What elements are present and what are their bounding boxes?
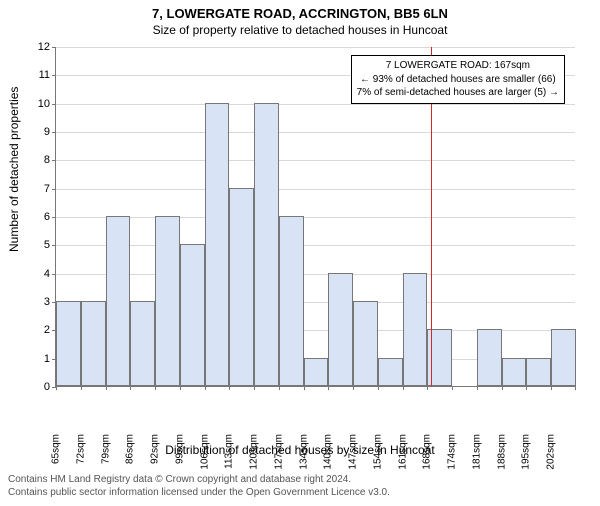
x-tick-label: 99sqm [174,434,185,464]
y-tick-label: 2 [44,324,56,336]
footer-line-1: Contains HM Land Registry data © Crown c… [8,473,592,486]
y-tick-label: 11 [39,69,56,81]
x-tick-mark [180,386,181,390]
x-tick-mark [353,386,354,390]
y-tick-label: 7 [44,183,56,195]
y-tick-label: 6 [44,211,56,223]
y-tick-label: 1 [44,353,56,365]
y-tick-label: 0 [44,381,56,393]
x-tick-mark [551,386,552,390]
x-tick-label: 188sqm [496,434,507,470]
x-tick-label: 72sqm [75,434,86,464]
y-tick-label: 8 [44,154,56,166]
x-tick-label: 86sqm [125,434,136,464]
x-tick-mark [130,386,131,390]
x-tick-label: 181sqm [471,434,482,470]
x-tick-label: 106sqm [199,434,210,470]
x-tick-mark [205,386,206,390]
y-tick-label: 3 [44,296,56,308]
chart-title-main: 7, LOWERGATE ROAD, ACCRINGTON, BB5 6LN [0,6,600,21]
histogram-bar [526,358,551,386]
plot-area: 7 LOWERGATE ROAD: 167sqm← 93% of detache… [55,47,575,387]
histogram-bar [56,301,81,386]
histogram-bar [81,301,106,386]
histogram-bar [229,188,254,386]
x-tick-mark [477,386,478,390]
histogram-bar [205,103,230,386]
x-tick-label: 154sqm [372,434,383,470]
x-tick-mark [56,386,57,390]
annotation-box: 7 LOWERGATE ROAD: 167sqm← 93% of detache… [351,55,565,104]
histogram-bar [378,358,403,386]
histogram-bar [551,329,576,386]
x-tick-mark [575,386,576,390]
x-tick-mark [378,386,379,390]
x-tick-label: 92sqm [150,434,161,464]
x-tick-label: 134sqm [298,434,309,470]
histogram-bar [502,358,527,386]
x-tick-mark [81,386,82,390]
chart-area: 7 LOWERGATE ROAD: 167sqm← 93% of detache… [55,47,575,387]
histogram-bar [254,103,279,386]
y-tick-label: 12 [38,41,56,53]
histogram-bar [403,273,428,386]
x-tick-label: 79sqm [100,434,111,464]
histogram-bar [353,301,378,386]
annotation-line: 7% of semi-detached houses are larger (5… [357,86,559,100]
histogram-bar [328,273,353,386]
annotation-line: 7 LOWERGATE ROAD: 167sqm [357,59,559,73]
footer-line-2: Contains public sector information licen… [8,486,592,499]
x-tick-mark [502,386,503,390]
x-tick-mark [452,386,453,390]
histogram-bar [304,358,329,386]
x-tick-mark [304,386,305,390]
x-tick-mark [328,386,329,390]
x-tick-mark [155,386,156,390]
x-tick-label: 168sqm [422,434,433,470]
x-tick-label: 65sqm [51,434,62,464]
x-tick-mark [403,386,404,390]
y-tick-label: 5 [44,239,56,251]
chart-title-sub: Size of property relative to detached ho… [0,23,600,37]
x-tick-label: 161sqm [397,434,408,470]
x-tick-label: 140sqm [323,434,334,470]
x-tick-mark [106,386,107,390]
x-tick-label: 120sqm [249,434,260,470]
histogram-bar [279,216,304,386]
footer: Contains HM Land Registry data © Crown c… [8,473,592,499]
x-tick-label: 127sqm [273,434,284,470]
x-tick-label: 113sqm [224,434,235,469]
x-tick-mark [254,386,255,390]
annotation-line: ← 93% of detached houses are smaller (66… [357,73,559,87]
x-tick-label: 195sqm [521,434,532,470]
y-tick-label: 9 [44,126,56,138]
x-tick-label: 174sqm [447,434,458,470]
x-tick-label: 147sqm [348,434,359,470]
y-tick-label: 4 [44,268,56,280]
histogram-bar [130,301,155,386]
x-tick-mark [229,386,230,390]
histogram-bar [106,216,131,386]
histogram-bar [180,244,205,386]
y-tick-label: 10 [38,98,56,110]
x-tick-label: 202sqm [546,434,557,470]
y-axis-label: Number of detached properties [7,87,21,252]
x-tick-mark [427,386,428,390]
x-tick-mark [279,386,280,390]
histogram-bar [477,329,502,386]
x-tick-mark [526,386,527,390]
histogram-bar [155,216,180,386]
